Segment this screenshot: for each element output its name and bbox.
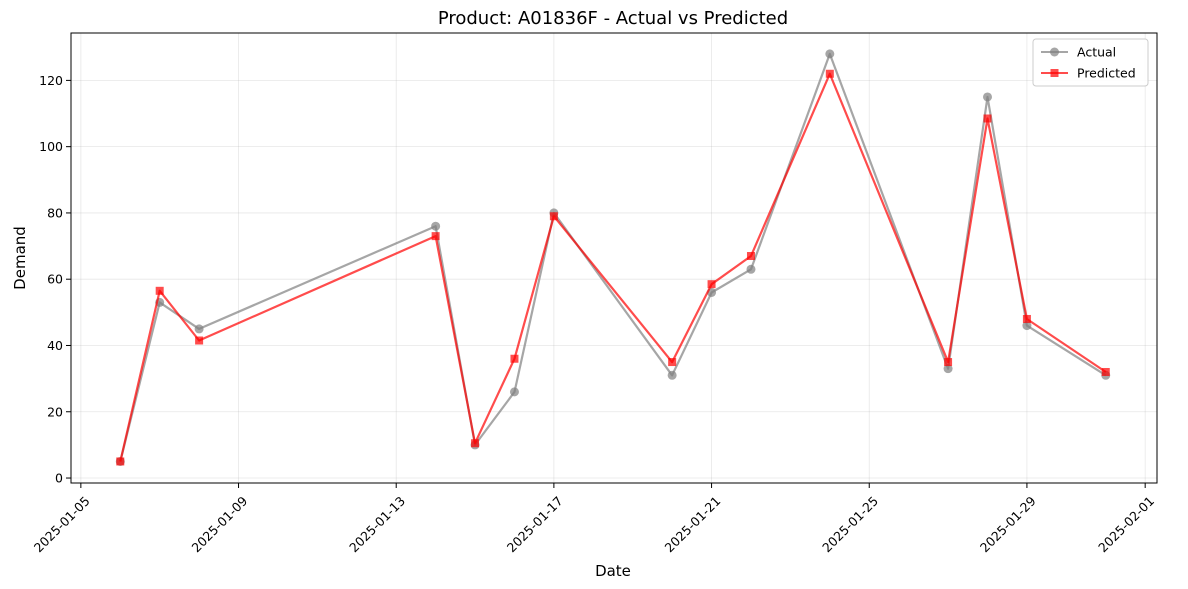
chart-title: Product: A01836F - Actual vs Predicted [438,8,788,29]
data-point-actual [943,364,953,374]
data-point-actual [667,370,677,380]
data-point-predicted [1022,314,1031,323]
data-point-actual [746,264,756,274]
data-point-predicted [116,457,125,466]
data-point-predicted [668,358,677,367]
data-point-predicted [195,336,204,345]
grid [71,33,1157,483]
data-point-predicted [944,358,953,367]
data-point-predicted [746,252,755,261]
plot-frame [70,32,1158,484]
y-tick-label: 0 [55,471,63,486]
x-axis-label: Date [595,562,631,580]
data-point-predicted [155,286,164,295]
legend-predicted-marker [1050,69,1059,77]
series-predicted [116,69,1110,466]
y-axis-label: Demand [11,226,29,290]
legend-box [1032,38,1149,87]
y-tick-label: 120 [39,73,63,88]
data-point-predicted [510,354,519,363]
y-tick-label: 100 [39,139,63,154]
data-point-actual [194,324,204,334]
data-point-actual [825,49,835,59]
data-point-predicted [431,232,440,241]
legend: Actual Predicted [1032,38,1149,87]
legend-actual-marker [1050,47,1059,57]
data-point-actual [431,221,441,231]
y-tick-label: 80 [47,205,63,220]
data-point-predicted [825,69,834,78]
data-point-actual [982,92,992,102]
data-point-predicted [549,212,558,221]
legend-label-actual: Actual [1077,45,1116,60]
y-tick-label: 40 [47,338,63,353]
y-tick-label: 20 [47,404,63,419]
legend-label-predicted: Predicted [1077,66,1136,81]
data-point-actual [1022,321,1032,331]
data-point-actual [509,387,519,397]
series-group [115,49,1111,466]
data-point-predicted [707,280,716,289]
data-point-predicted [983,114,992,123]
data-point-predicted [471,439,480,448]
data-point-predicted [1101,367,1110,376]
y-tick-label: 60 [47,272,63,287]
